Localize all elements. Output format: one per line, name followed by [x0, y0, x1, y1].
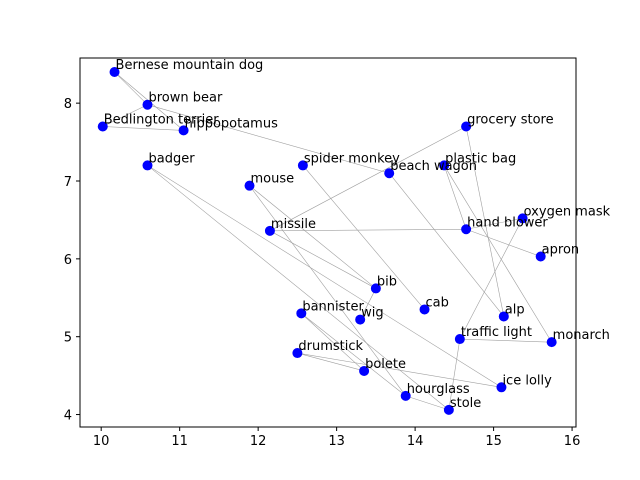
point-label-hourglass: hourglass — [407, 382, 470, 397]
point-badger — [142, 160, 153, 171]
point-label-monarch: monarch — [553, 328, 610, 343]
edge-mouse-to-bib — [249, 185, 377, 289]
point-label-mouse: mouse — [251, 172, 295, 187]
point-labels-layer: Bernese mountain dog brown bear Bedlington… — [104, 58, 611, 411]
x-tick-label: 16 — [564, 434, 581, 449]
point-label-stole: stole — [450, 396, 481, 411]
x-tick-label: 15 — [485, 434, 502, 449]
point-label-cab: cab — [426, 295, 449, 310]
point-plastic-bag — [439, 160, 450, 171]
edges-layer — [102, 71, 552, 411]
x-axis: 10 11 12 13 14 15 16 — [93, 427, 580, 449]
x-tick-label: 11 — [171, 434, 188, 449]
x-tick-label: 12 — [250, 434, 267, 449]
point-bernese-mountain-dog — [109, 67, 120, 78]
edge-traffic-light-to-monarch — [459, 338, 552, 343]
edge-hourglass-to-stole — [405, 395, 449, 411]
edge-grocery-store-to-alp — [465, 126, 505, 317]
point-label-beach-wagon: beach wagon — [390, 159, 477, 174]
edge-bedlington-terrier-to-hippopotamus — [102, 126, 184, 131]
point-label-alp: alp — [505, 302, 525, 317]
edge-bannister-to-hourglass — [301, 313, 406, 397]
point-label-spider-monkey: spider monkey — [304, 151, 400, 166]
point-label-ice-lolly: ice lolly — [502, 373, 552, 388]
edge-bib-to-wig — [359, 288, 377, 320]
point-beach-wagon — [384, 168, 395, 179]
point-label-hippopotamus: hippopotamus — [185, 116, 278, 131]
point-bolete — [359, 365, 370, 376]
edge-brown-bear-to-beach-wagon — [147, 104, 390, 174]
edge-traffic-light-to-stole — [448, 338, 461, 410]
point-bedlington-terrier — [97, 121, 108, 132]
edge-drumstick-to-ice-lolly — [297, 352, 502, 388]
edge-mouse-to-hourglass — [249, 185, 406, 397]
edge-hand-blower-to-apron — [466, 228, 541, 257]
point-brown-bear — [142, 99, 153, 110]
edge-spider-monkey-to-cab — [302, 165, 425, 310]
point-stole — [443, 404, 454, 415]
point-hippopotamus — [178, 125, 189, 136]
point-monarch — [546, 337, 557, 348]
point-label-wig: wig — [361, 306, 384, 321]
y-tick-label: 8 — [64, 97, 72, 112]
point-bib — [370, 283, 381, 294]
point-label-bolete: bolete — [365, 357, 406, 372]
x-tick-label: 10 — [93, 434, 110, 449]
point-grocery-store — [461, 121, 472, 132]
edge-bannister-to-bolete — [301, 313, 365, 372]
point-mouse — [244, 180, 255, 191]
x-tick-label: 13 — [328, 434, 345, 449]
point-apron — [535, 251, 546, 262]
y-axis: 4 5 6 7 8 — [64, 97, 80, 424]
edge-bib-to-missile — [269, 230, 377, 289]
y-tick-label: 4 — [64, 409, 72, 424]
point-label-apron: apron — [542, 243, 579, 258]
edge-badger-to-stole — [147, 165, 450, 411]
point-label-missile: missile — [271, 217, 316, 232]
point-traffic-light — [454, 334, 465, 345]
point-label-traffic-light: traffic light — [461, 325, 532, 340]
point-label-plastic-bag: plastic bag — [445, 151, 516, 166]
point-label-grocery-store: grocery store — [467, 113, 553, 128]
edge-missile-to-hand-blower — [269, 228, 467, 232]
edge-plastic-bag-to-hand-blower — [443, 165, 467, 230]
point-hand-blower — [461, 224, 472, 235]
edge-beach-wagon-to-alp — [388, 173, 505, 317]
point-drumstick — [292, 348, 303, 359]
point-spider-monkey — [297, 160, 308, 171]
edge-badger-to-ice-lolly — [147, 165, 502, 388]
point-label-bedlington-terrier: Bedlington terrier — [104, 113, 219, 128]
point-label-bib: bib — [377, 274, 397, 289]
edge-bernese-mountain-dog-to-brown-bear — [114, 71, 148, 105]
edge-grocery-store-to-missile — [269, 126, 467, 232]
edge-oxygen-mask-to-hand-blower — [466, 218, 523, 230]
point-label-hand-blower: hand blower — [467, 215, 548, 230]
point-missile — [264, 225, 275, 236]
point-oxygen-mask — [517, 213, 528, 224]
plot-frame — [79, 57, 577, 428]
points-layer — [97, 67, 557, 415]
point-label-badger: badger — [148, 151, 195, 166]
point-label-bernese-mountain-dog: Bernese mountain dog — [116, 58, 264, 73]
point-alp — [498, 311, 509, 322]
point-ice-lolly — [496, 382, 507, 393]
edge-oxygen-mask-to-traffic-light — [459, 218, 523, 340]
point-label-oxygen-mask: oxygen mask — [524, 204, 611, 219]
y-tick-label: 5 — [64, 331, 72, 346]
point-hourglass — [400, 390, 411, 401]
point-wig — [355, 314, 366, 325]
point-label-bannister: bannister — [302, 299, 364, 314]
point-bannister — [296, 308, 307, 319]
edge-drumstick-to-bolete — [297, 352, 365, 372]
point-cab — [419, 304, 430, 315]
y-tick-label: 7 — [64, 175, 72, 190]
x-tick-label: 14 — [407, 434, 424, 449]
y-tick-label: 6 — [64, 253, 72, 268]
edge-plastic-bag-to-monarch — [443, 165, 552, 343]
edge-brown-bear-to-bedlington-terrier — [102, 104, 148, 127]
point-label-brown-bear: brown bear — [148, 91, 222, 106]
point-label-drumstick: drumstick — [298, 339, 363, 354]
